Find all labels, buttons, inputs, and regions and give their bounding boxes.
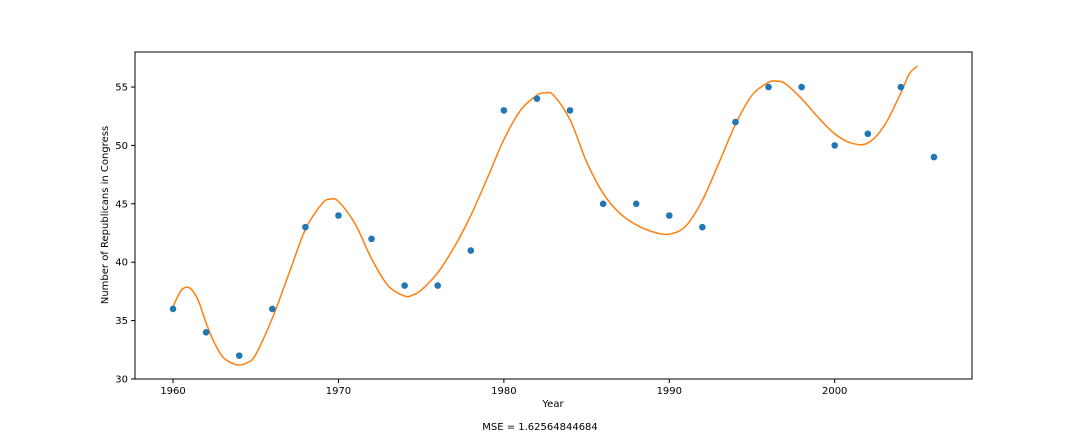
data-point [930, 153, 938, 161]
data-point [268, 305, 276, 313]
data-point [235, 352, 243, 359]
y-tick-label: 40 [115, 258, 128, 269]
plot-frame [134, 51, 973, 380]
data-point [732, 118, 739, 126]
x-tick-label: 1970 [326, 386, 351, 397]
data-point [202, 328, 210, 336]
x-tick-label: 1990 [657, 386, 682, 397]
data-point [798, 83, 805, 91]
x-axis-label: Year [541, 399, 564, 410]
data-point [533, 95, 541, 103]
x-tick-label: 1960 [160, 386, 185, 397]
x-axis-ticks: 1960 1970 1980 1990 2000 [160, 379, 847, 397]
y-tick-label: 55 [115, 83, 128, 94]
y-axis-ticks: 30 35 40 45 50 55 [115, 83, 135, 386]
data-point [169, 305, 177, 313]
mse-caption: MSE = 1.62564844684 [482, 422, 598, 433]
data-point [401, 282, 408, 289]
data-point [765, 83, 772, 91]
data-point [665, 212, 673, 219]
y-tick-label: 35 [115, 316, 128, 327]
data-point [302, 223, 309, 231]
data-points-layer [169, 83, 938, 359]
data-point [897, 83, 905, 91]
data-point [467, 247, 475, 254]
data-point [864, 130, 872, 138]
y-tick-label: 50 [115, 141, 128, 152]
x-tick-label: 2000 [822, 386, 847, 397]
data-point [632, 200, 640, 208]
data-point [500, 107, 508, 114]
x-tick-label: 1980 [491, 386, 516, 397]
data-point [566, 107, 574, 114]
data-point [831, 142, 839, 149]
y-tick-label: 30 [115, 375, 128, 386]
y-tick-label: 45 [115, 199, 128, 210]
fit-curve-layer [172, 65, 918, 366]
data-point [434, 282, 442, 289]
data-point [699, 223, 706, 231]
y-axis-label: Number of Republicans in Congress [100, 126, 111, 304]
data-point [368, 235, 375, 243]
fit-curve-line [172, 65, 918, 366]
data-point [335, 212, 342, 219]
data-point [599, 200, 607, 208]
